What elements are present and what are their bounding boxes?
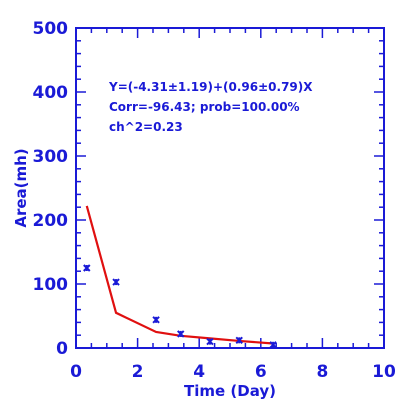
fit-annotations: Y=(-4.31±1.19)+(0.96±0.79)X Corr=-96.43;…	[108, 80, 313, 134]
data-markers	[83, 264, 277, 349]
data-point	[83, 264, 91, 272]
y-tick-label: 300	[33, 147, 69, 167]
data-point	[112, 278, 120, 286]
plot-frame	[75, 27, 385, 349]
data-point	[152, 316, 160, 324]
x-tick-label: 2	[132, 362, 144, 382]
y-tick-label: 0	[56, 339, 68, 359]
y-tick-label: 500	[33, 19, 69, 39]
y-tick-label: 400	[33, 83, 69, 103]
correlation-text: Corr=-96.43; prob=100.00%	[109, 100, 300, 114]
data-point	[177, 330, 185, 338]
x-tick-label: 10	[372, 362, 396, 382]
x-tick-label: 0	[70, 362, 82, 382]
y-tick-label: 200	[33, 211, 69, 231]
data-point	[235, 336, 243, 345]
data-point	[269, 341, 277, 349]
x-tick-label: 6	[255, 362, 267, 382]
fit-line	[85, 205, 274, 345]
chi-square-text: ch^2=0.23	[109, 120, 183, 134]
data-point	[206, 337, 214, 346]
y-tick-label: 100	[33, 275, 69, 295]
y-axis-label: Area(mh)	[12, 148, 30, 227]
x-axis-label: Time (Day)	[184, 382, 276, 400]
x-tick-label: 8	[316, 362, 328, 382]
x-tick-label: 4	[193, 362, 205, 382]
fit-equation: Y=(-4.31±1.19)+(0.96±0.79)X	[108, 80, 313, 94]
axis-ticks	[75, 27, 385, 349]
